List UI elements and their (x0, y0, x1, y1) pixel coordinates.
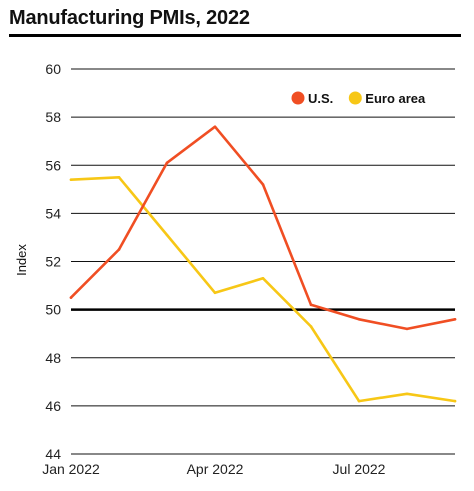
x-tick-label-jul-2022: Jul 2022 (333, 461, 386, 477)
y-tick-label-60: 60 (45, 61, 61, 77)
y-tick-label-46: 46 (45, 398, 61, 414)
y-tick-label-56: 56 (45, 157, 61, 173)
y-tick-label-54: 54 (45, 205, 61, 221)
legend-marker-euro-area (348, 91, 362, 105)
data-point-euro-area-6 (357, 399, 361, 403)
legend-label-euro-area: Euro area (365, 91, 426, 106)
y-tick-label-52: 52 (45, 254, 61, 270)
data-point-u-s-5 (309, 303, 313, 307)
series-lines (69, 125, 457, 403)
y-axis-label: Index (14, 244, 29, 276)
title-rule (9, 34, 461, 37)
data-point-u-s-1 (117, 248, 121, 251)
chart-title: Manufacturing PMIs, 2022 (9, 7, 250, 29)
data-point-u-s-7 (405, 327, 409, 331)
data-point-euro-area-4 (261, 277, 265, 280)
legend: U.S. Euro area (291, 91, 426, 106)
data-point-euro-area-8 (453, 399, 457, 403)
data-point-u-s-0 (69, 296, 73, 299)
data-point-euro-area-1 (117, 175, 121, 179)
data-point-u-s-4 (261, 183, 265, 186)
data-point-euro-area-3 (213, 291, 217, 295)
data-point-euro-area-7 (405, 392, 409, 396)
series-line-euro-area (69, 176, 457, 403)
data-point-u-s-6 (357, 317, 361, 321)
grid-lines (71, 68, 455, 455)
x-tick-label-apr-2022: Apr 2022 (187, 461, 244, 477)
y-tick-label-48: 48 (45, 350, 61, 366)
data-point-euro-area-2 (165, 233, 169, 237)
y-tick-label-50: 50 (45, 302, 61, 318)
data-point-euro-area-0 (69, 178, 73, 181)
legend-marker-u-s (291, 91, 305, 105)
legend-label-u-s: U.S. (308, 91, 333, 106)
y-tick-label-58: 58 (45, 109, 61, 125)
x-tick-labels: Jan 2022 Apr 2022 Jul 2022 (42, 461, 385, 477)
y-tick-labels: 44 46 48 50 52 54 56 58 60 (45, 61, 61, 462)
data-point-u-s-8 (453, 317, 457, 321)
series-line-u-s (69, 125, 457, 331)
x-tick-label-jan-2022: Jan 2022 (42, 461, 100, 477)
data-point-euro-area-5 (309, 325, 313, 328)
y-tick-label-44: 44 (45, 446, 61, 462)
data-point-u-s-2 (165, 161, 169, 165)
data-point-u-s-3 (213, 125, 217, 129)
